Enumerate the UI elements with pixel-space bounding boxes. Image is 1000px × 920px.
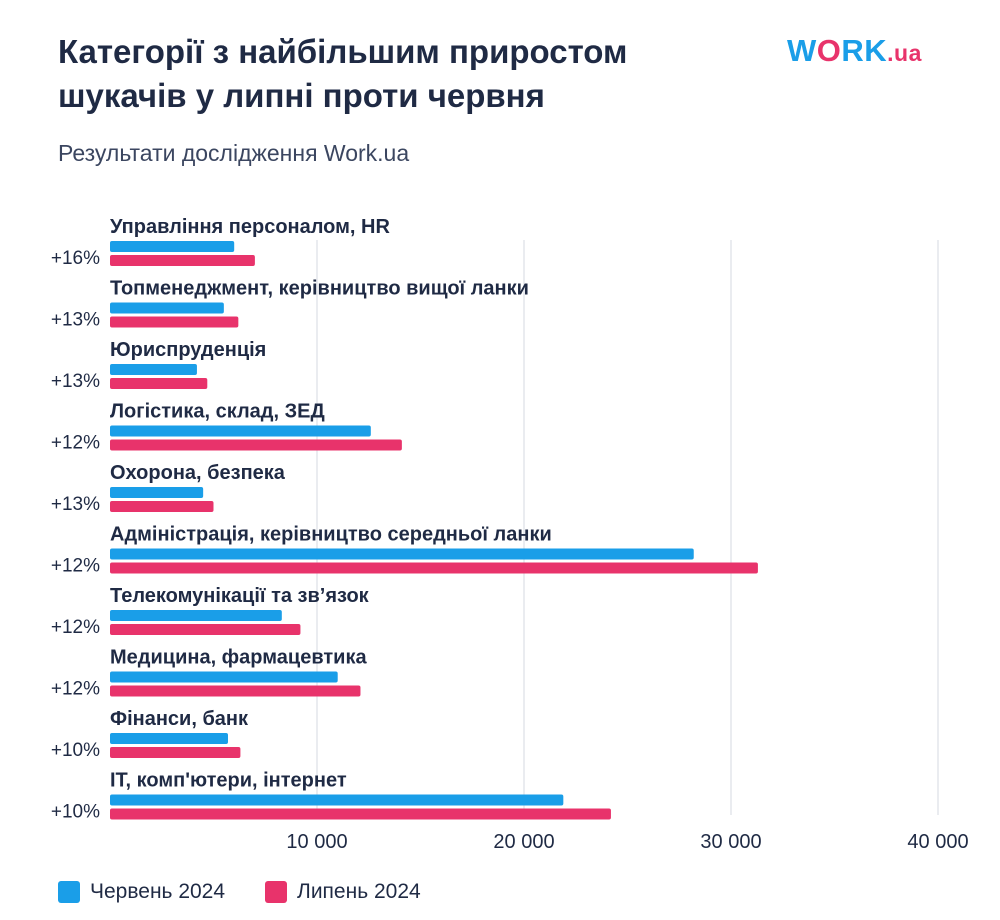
chart-subtitle: Результати дослідження Work.ua [58, 140, 410, 166]
x-tick-label: 20 000 [493, 831, 554, 853]
bar-july [110, 255, 255, 266]
bar-june [110, 548, 694, 560]
work-ua-logo: WORK.ua [787, 33, 922, 68]
x-tick-label: 40 000 [907, 831, 968, 853]
category-label: Охорона, безпека [110, 462, 286, 484]
bar-july [110, 562, 758, 574]
bar-june [110, 425, 371, 437]
bar-july [110, 439, 402, 451]
growth-label: +12% [51, 617, 100, 638]
category-label: Телекомунікації та зв’язок [110, 585, 370, 607]
growth-label: +13% [51, 310, 100, 331]
bar-july [110, 685, 361, 697]
growth-label: +16% [51, 248, 100, 269]
growth-label: +10% [51, 740, 100, 761]
bar-chart: Управління персоналом, HR +16% Топменеджме… [51, 216, 969, 853]
growth-label: +13% [51, 494, 100, 515]
category-label: Юриспруденція [110, 339, 266, 361]
chart-legend: Червень 2024 Липень 2024 [58, 880, 421, 904]
bar-july [110, 747, 241, 758]
category-label: Адміністрація, керівництво середньої лан… [110, 524, 552, 546]
bar-june [110, 302, 224, 314]
category-label: Управління персоналом, HR [110, 216, 390, 238]
x-tick-label: 30 000 [700, 831, 761, 853]
legend-item-june: Червень 2024 [58, 880, 225, 904]
legend-swatch-july [265, 881, 288, 903]
bar-june [110, 364, 197, 375]
growth-label: +12% [51, 679, 100, 700]
legend-label-june: Червень 2024 [90, 880, 226, 903]
legend-label-july: Липень 2024 [297, 880, 421, 903]
legend-swatch-june [58, 881, 80, 903]
growth-label: +10% [51, 802, 100, 823]
bar-july [110, 808, 611, 820]
bar-june [110, 794, 564, 806]
bar-july [110, 316, 239, 328]
category-label: Фінанси, банк [110, 708, 249, 730]
bar-june [110, 487, 204, 498]
growth-label: +12% [51, 433, 100, 454]
chart-title: Категорії з найбільшим приростом шукачів… [58, 33, 628, 114]
growth-label: +12% [51, 556, 100, 577]
bar-june [110, 733, 228, 744]
category-label: IT, комп'ютери, інтернет [110, 770, 347, 792]
bar-july [110, 378, 208, 389]
bar-june [110, 671, 338, 683]
legend-item-july: Липень 2024 [265, 880, 421, 904]
bar-june [110, 241, 235, 252]
growth-label: +13% [51, 371, 100, 392]
bar-june [110, 610, 282, 621]
bar-july [110, 501, 214, 512]
category-label: Логістика, склад, ЗЕД [110, 401, 325, 423]
category-label: Топменеджмент, керівництво вищої ланки [110, 278, 529, 300]
bar-july [110, 624, 301, 635]
category-label: Медицина, фармацевтика [110, 647, 367, 669]
x-tick-label: 10 000 [286, 831, 347, 853]
